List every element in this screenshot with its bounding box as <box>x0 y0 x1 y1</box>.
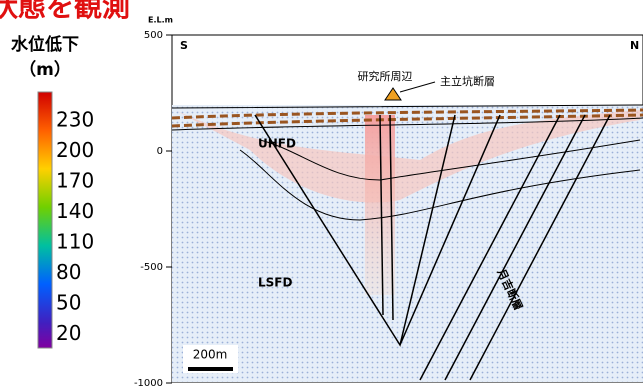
legend-label: 110 <box>56 230 94 254</box>
rock-dots <box>172 105 643 382</box>
axis-tick-label: 500 <box>144 30 163 41</box>
uhfd: UHFD <box>258 137 296 151</box>
site-label: 研究所周辺 <box>358 69 413 83</box>
legend-label: 50 <box>56 291 81 315</box>
axis-unit: E.L.m <box>148 16 173 25</box>
axis-tick-label: -500 <box>140 262 163 273</box>
axis-tick-label: 0 <box>157 146 163 157</box>
legend-label: 80 <box>56 260 81 284</box>
legend-label: 20 <box>56 321 81 345</box>
legend-label: 170 <box>56 169 94 193</box>
fault-label: 主立坑断層 <box>440 74 495 88</box>
scale-bar <box>188 367 233 371</box>
south: S <box>180 39 188 52</box>
legend-unit: （m） <box>19 59 71 80</box>
figure: 状態を観測 E.L.m 水位低下 （m） 2302001701401108050… <box>0 0 643 390</box>
legend-label: 140 <box>56 199 94 223</box>
legend-label: 230 <box>56 108 94 132</box>
axis-tick-label: -1000 <box>134 378 163 389</box>
legend-label: 200 <box>56 138 94 162</box>
axis-ticks: 500 0 -500 -1000 <box>134 30 172 389</box>
colorbar <box>38 92 52 348</box>
north: N <box>630 39 639 52</box>
page: 状態を観測 E.L.m 水位低下 （m） 2302001701401108050… <box>0 0 643 390</box>
legend-title: 水位低下 <box>11 34 79 55</box>
legend-labels: 230 200 170 140 110 80 50 20 <box>56 108 94 346</box>
scale-label: 200m <box>193 348 228 362</box>
title: 状態を観測 <box>0 0 130 23</box>
lsfd: LSFD <box>258 276 292 290</box>
